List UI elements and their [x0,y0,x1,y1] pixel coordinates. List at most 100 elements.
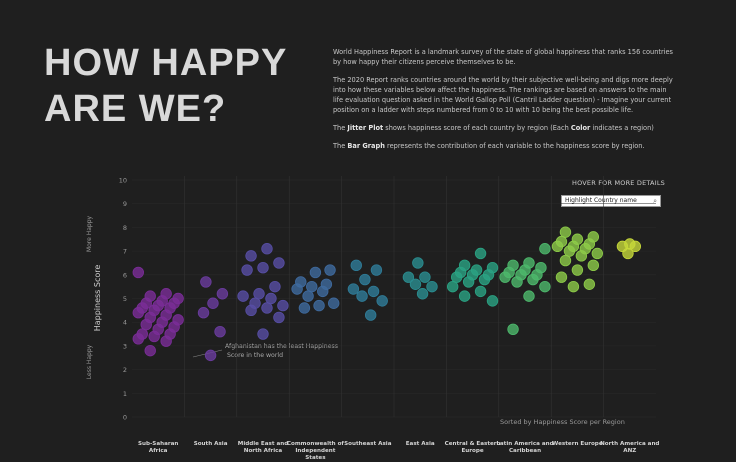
point[interactable] [313,299,325,312]
title: HOW HAPPY ARE WE? [44,42,287,130]
description: World Happiness Report is a landmark sur… [333,47,678,159]
point[interactable] [261,243,273,255]
point[interactable] [160,335,172,347]
point[interactable] [551,240,564,253]
point[interactable] [507,323,519,336]
point[interactable] [328,297,340,309]
point[interactable] [207,297,219,309]
point[interactable] [376,295,388,307]
point[interactable] [474,247,487,260]
point[interactable] [474,285,487,298]
y-tick-label: 1 [123,390,127,398]
point[interactable] [563,245,576,257]
point[interactable] [132,266,144,279]
point[interactable] [257,261,269,274]
x-tick-label: East Asia [405,441,435,447]
text: represents the contribution of each vari… [384,142,645,150]
text: Color [570,124,591,132]
point[interactable] [527,273,539,286]
point[interactable] [416,288,429,300]
point[interactable] [575,250,588,262]
text: The [333,142,348,150]
point[interactable] [587,259,600,272]
point[interactable] [253,288,265,300]
point[interactable] [511,276,523,288]
point[interactable] [364,309,377,321]
point[interactable] [298,302,311,314]
y-tick-label: 10 [119,177,127,185]
point[interactable] [200,276,212,288]
point[interactable] [269,280,281,293]
point[interactable] [629,240,642,253]
point[interactable] [309,266,322,279]
point[interactable] [567,280,580,293]
point[interactable] [237,290,249,302]
point[interactable] [273,257,285,269]
point[interactable] [350,259,362,272]
point[interactable] [241,264,253,276]
x-tick-label: Central & Eastern Europe [444,441,501,454]
point[interactable] [204,349,217,362]
point[interactable] [426,280,438,293]
point[interactable] [197,307,210,319]
point[interactable] [591,247,604,260]
point[interactable] [245,250,257,262]
point[interactable] [402,271,415,283]
point[interactable] [622,247,634,260]
point[interactable] [277,299,289,312]
point[interactable] [539,243,551,255]
point[interactable] [359,273,371,286]
point[interactable] [306,280,318,293]
point[interactable] [450,271,463,283]
point[interactable] [324,264,336,276]
point[interactable] [583,278,596,290]
point[interactable] [273,311,285,324]
point[interactable] [140,318,152,331]
point[interactable] [265,292,277,305]
point[interactable] [132,333,144,345]
search-input[interactable]: Highlight Country name [561,195,661,207]
point[interactable] [571,264,584,276]
point[interactable] [446,280,459,293]
point[interactable] [555,271,568,283]
y-top-note: More Happy [86,215,93,252]
point[interactable] [302,290,314,302]
point[interactable] [356,290,368,302]
point[interactable] [486,295,499,307]
text: Jitter Plot [347,124,384,132]
point[interactable] [370,264,383,276]
point[interactable] [347,283,360,295]
point[interactable] [559,226,572,238]
text: indicates a region) [590,124,654,132]
point[interactable] [148,330,160,343]
point[interactable] [367,285,380,298]
point[interactable] [539,280,551,293]
y-tick-label: 2 [123,366,127,374]
point[interactable] [291,283,303,295]
x-tick-label: Middle East and North Africa [237,441,289,454]
point[interactable] [523,290,535,302]
paragraph: World Happiness Report is a landmark sur… [333,47,678,67]
x-tick-label: Western Europe [552,441,603,447]
text: shows happiness score of each country by… [383,124,571,132]
point[interactable] [419,271,431,283]
point[interactable] [478,273,491,286]
point[interactable] [412,257,424,269]
x-tick-label: Latin America and Caribbean [496,441,554,454]
point[interactable] [245,304,257,317]
y-tick-label: 8 [123,224,127,232]
y-tick-label: 3 [123,342,127,350]
point[interactable] [216,288,229,300]
point[interactable] [214,325,226,338]
point[interactable] [257,328,269,340]
point[interactable] [261,302,273,314]
point[interactable] [458,290,471,302]
point[interactable] [409,278,422,290]
x-tick-label: Sub-Saharan Africa [137,441,179,454]
point[interactable] [462,276,475,288]
point[interactable] [499,271,511,283]
point[interactable] [144,344,156,357]
point[interactable] [559,254,572,267]
point[interactable] [132,307,144,319]
point[interactable] [317,285,329,298]
